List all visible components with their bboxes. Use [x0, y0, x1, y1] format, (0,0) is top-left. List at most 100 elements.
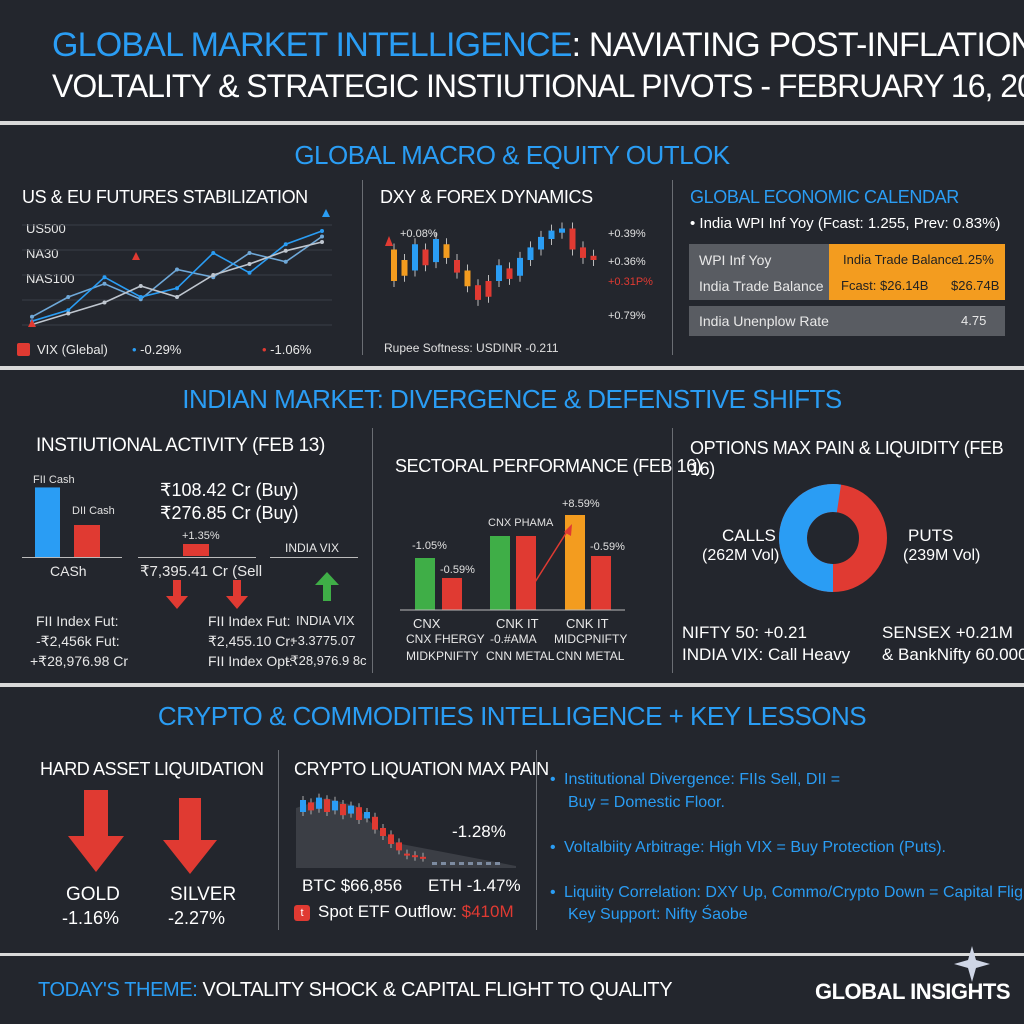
sector-pct-4: +8.59% [562, 498, 600, 510]
crypto-section-title: CRYPTO & COMMODITIES INTELLIGENCE + KEY … [157, 701, 867, 731]
candle [590, 255, 597, 260]
vertical-divider [362, 180, 363, 355]
candle [468, 862, 473, 865]
silver-pct: -2.27% [168, 908, 226, 928]
futures-change-2: • -1.06% [262, 342, 312, 357]
data-point [283, 248, 288, 253]
candle [475, 285, 481, 300]
lesson-1: • Institutional Divergence: FIIs Sell, DI… [550, 771, 841, 788]
calendar-row1-left: WPI Inf Yoy [699, 252, 772, 268]
sector-row3-b: CNN METAL [486, 649, 555, 663]
data-point [102, 275, 107, 280]
candle [396, 842, 402, 851]
vertical-divider [278, 750, 279, 930]
inst-title: INSTIUTIONAL ACTIVITY (FEB 13) [36, 435, 325, 456]
sector-title: SECTORAL PERFORMANCE (FEB 16) [395, 456, 702, 476]
hard-asset-title: HARD ASSET LIQUIDATION [40, 759, 264, 779]
theme-label: TODAY'S THEME: [38, 979, 198, 1001]
candle [459, 862, 464, 865]
candle [422, 249, 429, 266]
buy-amount-1: ₹108.42 Cr (Buy) [160, 480, 299, 500]
down-arrow-icon [226, 580, 248, 609]
puts-label: PUTS [908, 526, 954, 545]
candle [388, 834, 394, 844]
candle [450, 862, 455, 865]
data-point [211, 251, 216, 255]
gold-label: GOLD [66, 884, 120, 905]
candle [580, 247, 586, 258]
candle [401, 260, 408, 276]
data-point [102, 300, 107, 305]
series-line-us500 [31, 235, 323, 318]
silver-label: SILVER [170, 884, 237, 905]
bullet-icon: • [132, 342, 141, 357]
title-rest: : NAVIATING POST-INFLATION [571, 26, 1024, 64]
banknifty-stat: & BankNifty 60.000 [882, 645, 1024, 664]
inst-col2-line2: ₹2,455.10 Cr: [208, 633, 294, 649]
candle [506, 268, 513, 279]
calendar-cell [689, 244, 829, 274]
calendar-table: WPI Inf Yoy India Trade Balance 1.25% In… [689, 244, 1005, 336]
calls-slice [779, 484, 887, 592]
title-highlight: GLOBAL MARKET INTELLIGENCE [52, 26, 572, 64]
data-point [138, 295, 143, 299]
candle [517, 257, 523, 276]
vertical-divider [672, 180, 673, 355]
calls-vol: (262M Vol) [702, 547, 780, 564]
data-point [247, 262, 252, 266]
calls-label: CALLS [722, 526, 776, 545]
calendar-row2-mid: Fcast: $26.14B [841, 278, 929, 293]
data-point [247, 251, 252, 255]
calendar-row3-left: India Unenplow Rate [699, 313, 829, 329]
sector-row3-a: MIDKPNIFTY [406, 649, 479, 663]
data-point [283, 242, 288, 247]
vertical-divider [536, 750, 537, 930]
crypto-candlestick-chart [296, 793, 516, 868]
calendar-cell [689, 272, 829, 300]
sector-bar-2 [490, 536, 510, 610]
buy-amount-2: ₹276.85 Cr (Buy) [160, 503, 299, 523]
theme-text: VOLTALITY SHOCK & CAPITAL FLIGHT TO QUAL… [202, 979, 673, 1001]
lesson-3: • Liquiity Correlation: DXY Up, Commo/Cry… [550, 884, 1024, 901]
options-title: OPTIONS MAX PAIN & LIQUIDITY (FEB 16) [690, 438, 1004, 479]
dxy-label-r4: +0.79% [608, 310, 646, 322]
axis-line [270, 557, 358, 558]
inst-col3-line3: -₹28,976.9 8c [286, 653, 367, 668]
candle [356, 807, 362, 820]
inst-bar-chart [35, 487, 100, 557]
sector-pct-3: CNX PHAMA [488, 517, 554, 529]
calendar-row: WPI Inf Yoy India Trade Balance 1.25% [689, 244, 1005, 274]
lesson-1-cont: Buy = Domestic Floor. [568, 794, 725, 811]
dii-cash-label: DII Cash [72, 505, 115, 517]
dii-cash-bar [74, 525, 100, 557]
inst-col1-line2: -₹2,456k Fut: [36, 633, 120, 649]
vix-icon [17, 343, 30, 356]
candle [348, 805, 354, 814]
bullet-icon: • [262, 342, 271, 357]
axis-line [22, 557, 122, 558]
page-title: GLOBAL MARKET INTELLIGENCE: NAVIATING PO… [52, 26, 1024, 65]
dxy-label-r3: +0.31P% [608, 276, 653, 288]
candle [412, 855, 418, 858]
calendar-row: India Unenplow Rate 4.75 [689, 306, 1005, 336]
vertical-divider [672, 428, 673, 673]
trend-line [529, 529, 569, 591]
nifty-stat: NIFTY 50: +0.21 [682, 623, 807, 642]
candle [496, 265, 502, 281]
sector-row2-a: CNX FHERGY [406, 632, 485, 646]
lesson-2: • Voltalbiity Arbitrage: High VIX = Buy P… [550, 839, 946, 856]
sector-row2-b: -0.#AMA [490, 632, 537, 646]
down-arrow-icon [166, 580, 188, 609]
sensex-stat: SENSEX +0.21M [882, 623, 1013, 642]
brand-name: GLOBAL INSIGHTS [815, 979, 1011, 1004]
candle [486, 862, 491, 865]
calendar-row2-right: $26.74B [951, 278, 1000, 293]
data-point [175, 286, 179, 291]
candle [300, 800, 306, 812]
candle [332, 800, 338, 811]
macro-section-title: GLOBAL MACRO & EQUITY OUTLOK [294, 140, 730, 170]
arrow-head-icon [564, 524, 572, 536]
sector-pct-5: -0.59% [590, 541, 625, 553]
etf-icon: t [294, 905, 310, 921]
candle [432, 862, 437, 865]
